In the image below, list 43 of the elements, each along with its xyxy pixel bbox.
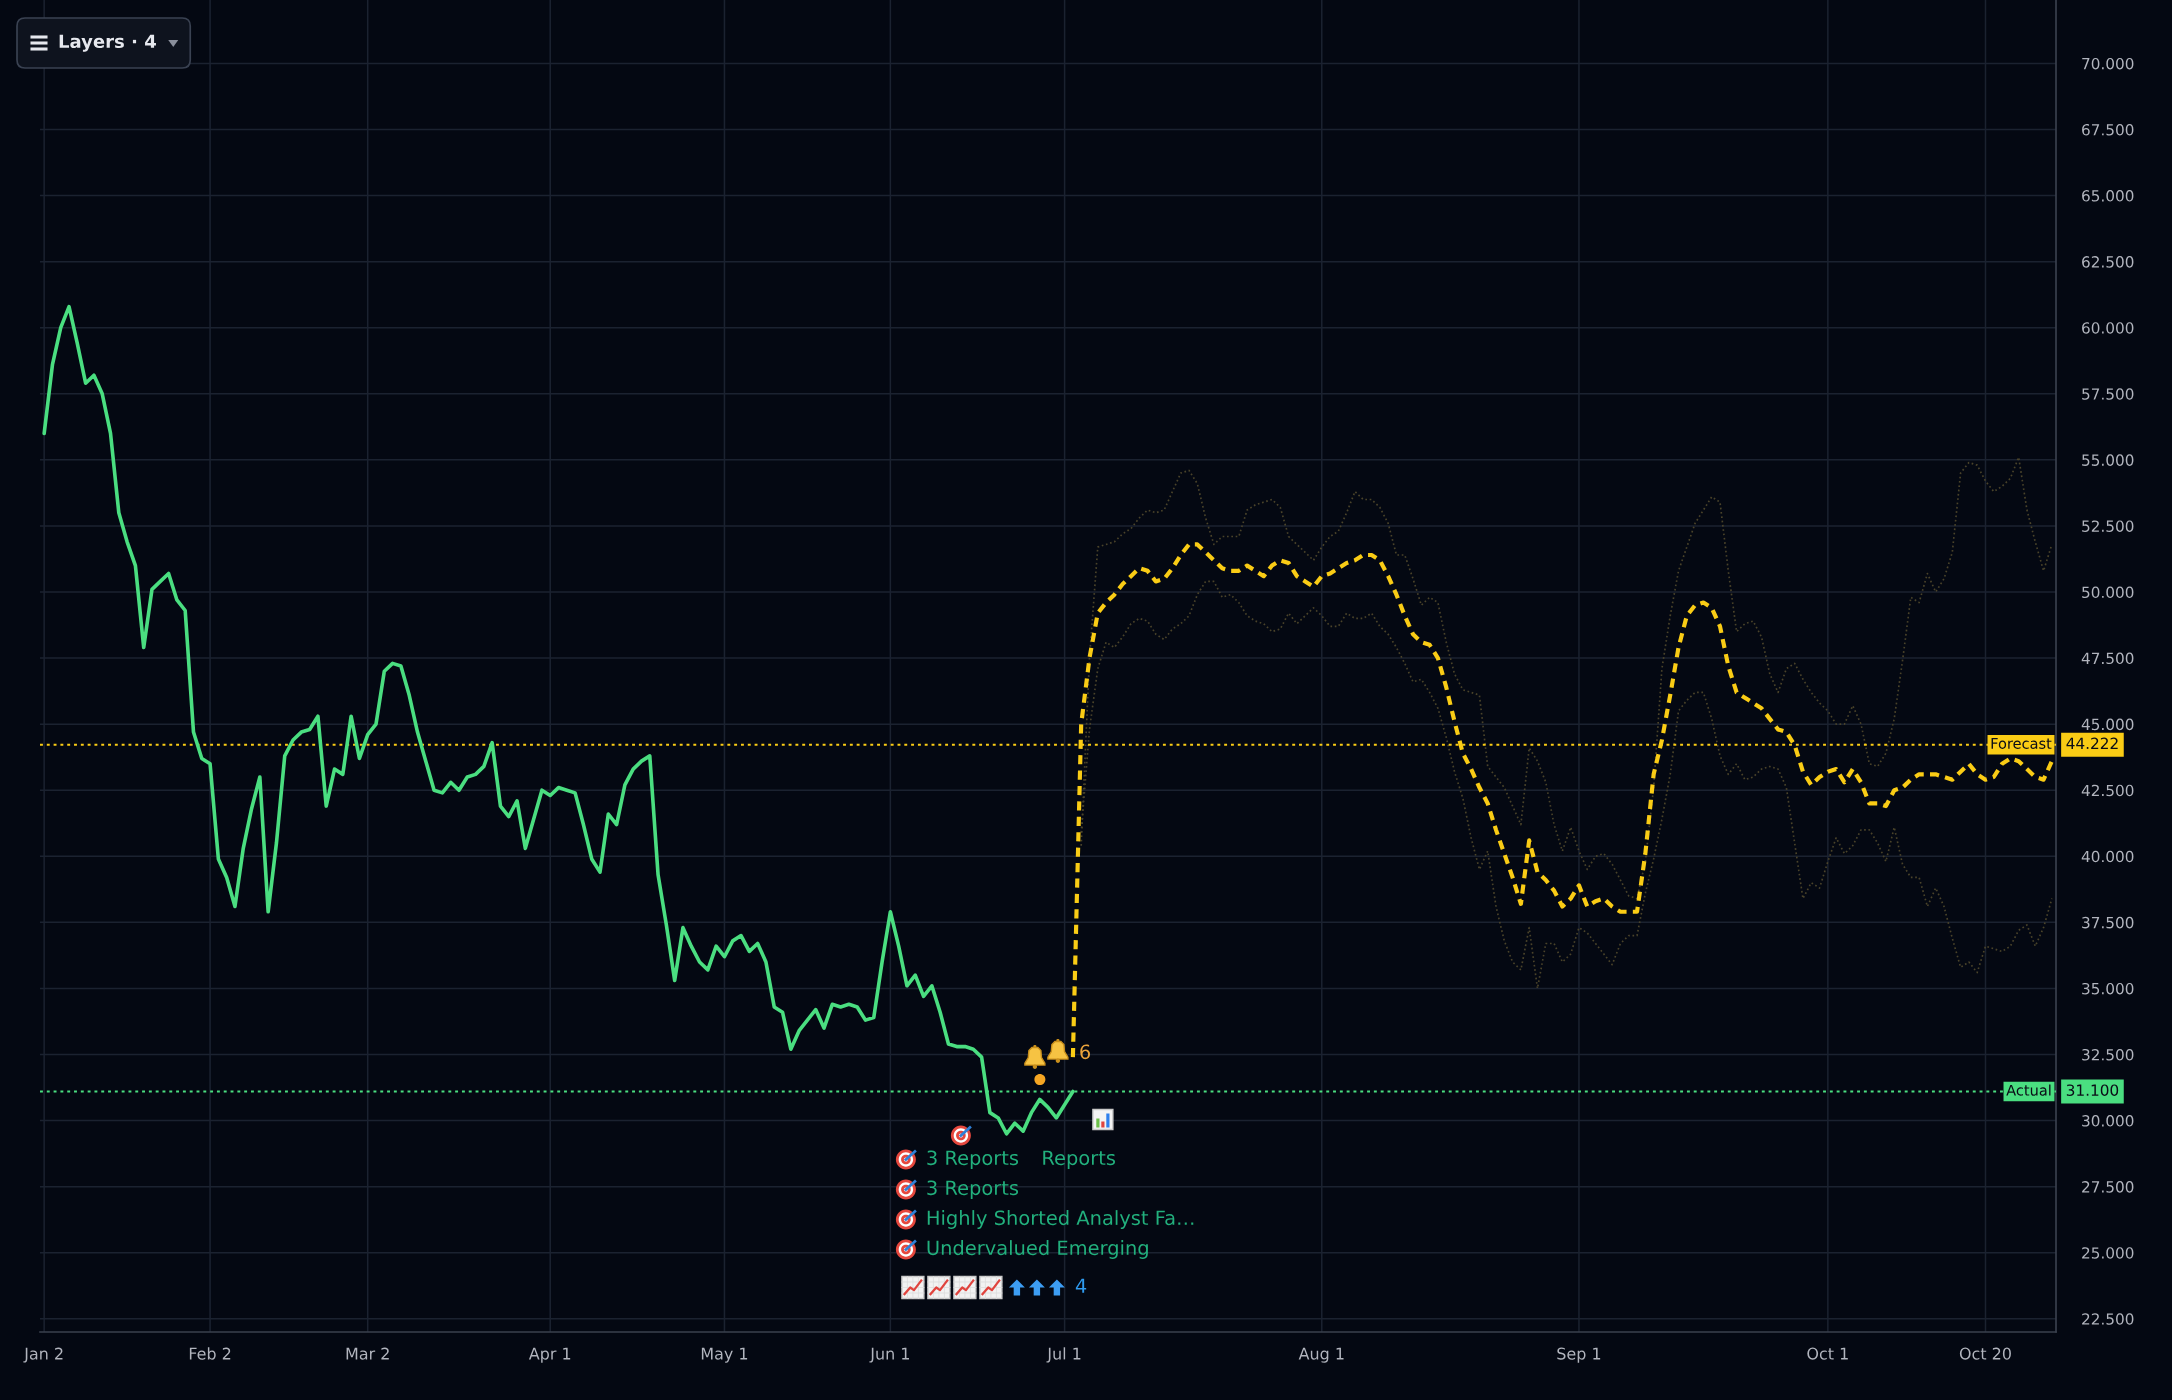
y-tick-label: 60.000: [2082, 322, 2134, 334]
y-tick-label: 37.500: [2082, 916, 2134, 929]
y-tick-label: 35.000: [2082, 982, 2134, 995]
y-tick-label: 22.500: [2082, 1313, 2134, 1325]
x-tick-label: Feb 2: [189, 1347, 231, 1360]
x-tick-label: Oct 1: [1807, 1347, 1848, 1360]
annotation: Reports: [1043, 1150, 1116, 1169]
annotation: Highly Shorted Analyst Fa…: [927, 1210, 1194, 1229]
y-tick-label: 70.000: [2082, 57, 2134, 70]
text: 31.100: [2066, 1084, 2119, 1096]
x-tick-label: May 1: [701, 1347, 748, 1363]
text: 44.222: [2066, 737, 2118, 749]
x-tick-label: Sep 1: [1557, 1347, 1601, 1363]
ref-line-label: Actual: [2006, 1084, 2051, 1096]
x-tick-label: Apr 1: [528, 1347, 571, 1363]
ref-line-label: Forecast: [1991, 738, 2052, 749]
x-tick-label: Jul 1: [1046, 1347, 1081, 1363]
y-tick-label: 52.500: [2082, 520, 2134, 532]
y-tick-label: 67.500: [2082, 123, 2134, 136]
y-tick-label: 27.500: [2082, 1181, 2134, 1193]
y-tick-label: 42.500: [2081, 784, 2134, 797]
y-tick-label: 45.000: [2081, 718, 2134, 731]
y-tick-label: 55.000: [2082, 454, 2134, 466]
x-tick-label: Jun 1: [869, 1347, 909, 1363]
x-tick-label: Aug 1: [1298, 1347, 1344, 1363]
y-tick-label: 57.500: [2082, 388, 2134, 400]
annotation: 3 Reports: [927, 1150, 1019, 1169]
annotation: 6: [1080, 1044, 1091, 1060]
y-tick-label: 40.000: [2081, 850, 2134, 863]
y-tick-label: 30.000: [2082, 1115, 2134, 1127]
y-tick-label: 32.500: [2082, 1048, 2134, 1061]
y-tick-label: 50.000: [2082, 586, 2134, 599]
x-tick-label: Jan 2: [23, 1347, 63, 1363]
annotation: Layers · 4: [59, 34, 156, 52]
x-tick-label: Mar 2: [346, 1347, 389, 1360]
y-tick-label: 25.000: [2082, 1247, 2134, 1259]
annotation: Undervalued Emerging: [927, 1240, 1148, 1259]
y-tick-label: 62.500: [2082, 256, 2134, 268]
annotation: 3 Reports: [927, 1180, 1019, 1199]
y-tick-label: 65.000: [2082, 190, 2134, 202]
x-tick-label: Oct 20: [1959, 1347, 2011, 1360]
y-tick-label: 47.500: [2081, 652, 2134, 665]
annotation: 4: [1075, 1278, 1087, 1293]
